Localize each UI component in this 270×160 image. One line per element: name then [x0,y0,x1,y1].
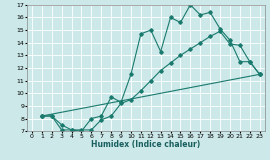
X-axis label: Humidex (Indice chaleur): Humidex (Indice chaleur) [91,140,200,149]
